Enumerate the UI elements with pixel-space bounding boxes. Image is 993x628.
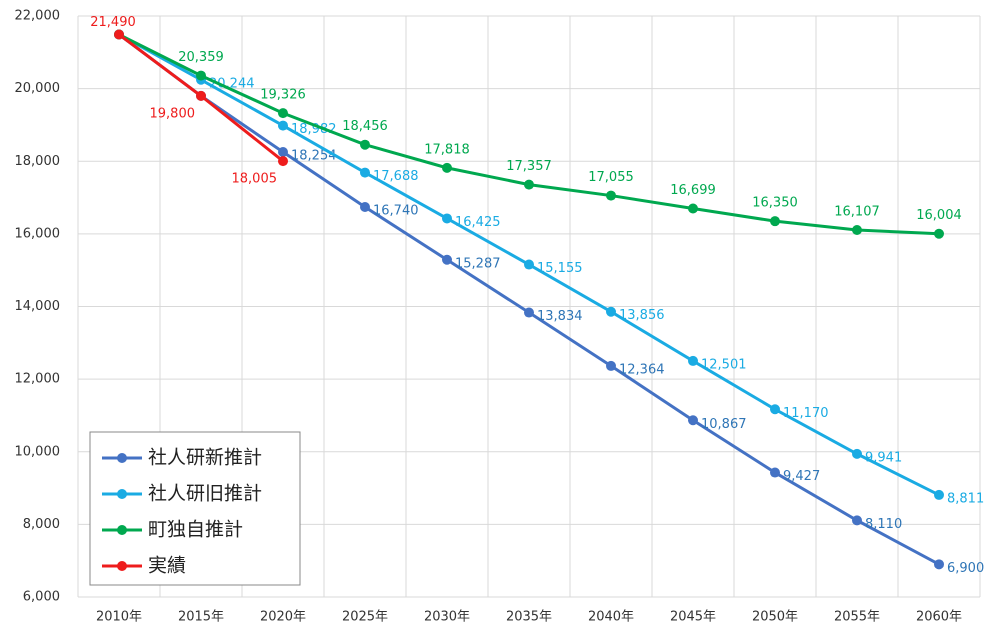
data-label: 17,055: [588, 170, 634, 185]
data-label: 8,110: [865, 517, 902, 532]
x-tick-label: 2050年: [752, 610, 798, 625]
data-point: [360, 202, 370, 213]
data-point: [360, 139, 370, 150]
y-tick-label: 14,000: [15, 299, 61, 314]
y-tick-label: 8,000: [23, 517, 60, 532]
data-point: [278, 108, 288, 119]
data-label: 16,107: [834, 204, 880, 219]
data-label: 15,155: [537, 261, 583, 276]
data-point: [524, 179, 534, 190]
data-point: [688, 415, 698, 426]
data-label: 16,425: [455, 215, 501, 230]
data-point: [196, 90, 206, 101]
data-point: [606, 190, 616, 201]
data-point: [934, 559, 944, 570]
data-label: 16,699: [670, 183, 716, 198]
data-point: [114, 29, 124, 40]
x-tick-label: 2010年: [96, 610, 142, 625]
data-point: [442, 213, 452, 224]
data-point: [688, 203, 698, 214]
data-label: 13,834: [537, 309, 583, 324]
data-point: [442, 162, 452, 173]
data-label: 17,818: [424, 142, 470, 157]
data-point: [852, 448, 862, 459]
data-label: 12,364: [619, 362, 665, 377]
data-label: 8,811: [947, 491, 984, 506]
legend-label: 社人研新推計: [148, 447, 262, 469]
x-tick-label: 2025年: [342, 610, 388, 625]
legend-swatch-marker: [117, 453, 127, 463]
data-label: 18,456: [342, 119, 388, 134]
y-tick-label: 10,000: [15, 444, 61, 459]
data-point: [688, 355, 698, 366]
legend-label: 社人研旧推計: [148, 483, 262, 505]
data-point: [770, 467, 780, 478]
legend-swatch-marker: [117, 489, 127, 499]
data-label: 21,490: [90, 15, 136, 30]
legend-label: 実績: [148, 555, 186, 577]
data-label: 16,004: [916, 208, 962, 223]
data-label: 17,688: [373, 169, 419, 184]
data-label: 16,740: [373, 204, 419, 219]
data-point: [606, 360, 616, 371]
data-point: [278, 120, 288, 131]
data-label: 6,900: [947, 561, 984, 576]
data-label: 20,359: [178, 50, 224, 65]
data-label: 9,941: [865, 450, 902, 465]
data-label: 17,357: [506, 159, 552, 174]
x-tick-label: 2045年: [670, 610, 716, 625]
x-tick-label: 2030年: [424, 610, 470, 625]
data-point: [524, 259, 534, 270]
data-point: [934, 489, 944, 500]
legend-swatch-marker: [117, 525, 127, 535]
data-point: [196, 70, 206, 81]
x-tick-label: 2015年: [178, 610, 224, 625]
data-label: 9,427: [783, 469, 820, 484]
data-point: [852, 515, 862, 526]
x-tick-label: 2060年: [916, 610, 962, 625]
data-point: [606, 306, 616, 317]
y-tick-label: 20,000: [15, 81, 61, 96]
y-tick-label: 22,000: [15, 9, 61, 24]
x-tick-label: 2020年: [260, 610, 306, 625]
legend-label: 町独自推計: [148, 519, 243, 541]
data-label: 10,867: [701, 417, 747, 432]
data-point: [360, 167, 370, 178]
y-tick-label: 12,000: [15, 372, 61, 387]
x-tick-label: 2040年: [588, 610, 634, 625]
data-label: 11,170: [783, 406, 829, 421]
data-label: 18,005: [232, 172, 278, 187]
legend-swatch-marker: [117, 561, 127, 571]
data-label: 18,254: [291, 149, 337, 164]
y-tick-label: 18,000: [15, 154, 61, 169]
data-label: 18,982: [291, 122, 337, 137]
data-label: 13,856: [619, 308, 665, 323]
data-label: 19,800: [150, 106, 196, 121]
data-point: [770, 404, 780, 415]
data-point: [852, 224, 862, 235]
data-point: [278, 147, 288, 158]
x-tick-label: 2035年: [506, 610, 552, 625]
data-point: [524, 307, 534, 318]
x-tick-label: 2055年: [834, 610, 880, 625]
data-point: [934, 228, 944, 239]
y-tick-label: 16,000: [15, 226, 61, 241]
data-label: 16,350: [752, 196, 798, 211]
data-label: 19,326: [260, 88, 306, 103]
data-point: [442, 254, 452, 265]
data-point: [770, 216, 780, 227]
data-label: 12,501: [701, 357, 747, 372]
data-label: 15,287: [455, 256, 501, 271]
data-label: 20,244: [209, 76, 255, 91]
data-point: [278, 156, 288, 167]
y-tick-label: 6,000: [23, 590, 60, 605]
